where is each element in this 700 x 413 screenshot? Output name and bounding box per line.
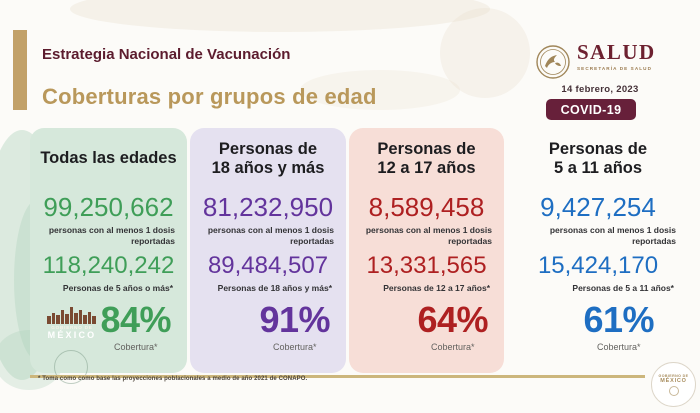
coverage-percent: 64%: [417, 299, 488, 340]
coverage-label: Cobertura*: [113, 341, 158, 352]
card-title-line1: Personas de: [548, 140, 648, 158]
salud-eagle-icon: [536, 45, 570, 79]
doses-label: personas con al menos 1 dosis reportadas: [48, 225, 175, 247]
population-count: 15,424,170: [537, 252, 659, 279]
doses-count: 9,427,254: [540, 192, 656, 222]
card-title: Personas de 5 a 11 años: [508, 140, 688, 179]
footnote: * Toma como como base las proyecciones p…: [38, 375, 308, 382]
population-count: 118,240,242: [42, 252, 175, 279]
card-5-a-11: Personas de 5 a 11 años 9,427,254 person…: [508, 128, 688, 373]
salud-brand: SALUD SECRETARÍA DE SALUD: [535, 42, 665, 80]
card-18-y-mas: Personas de 18 años y más 81,232,950 per…: [190, 128, 346, 373]
population-label: Personas de 12 a 17 años*: [383, 283, 490, 293]
card-title-line1: Todas las edades: [40, 149, 177, 167]
top-beige-watermark: [440, 8, 530, 98]
gobierno-de-mexico-logo: GOBIERNO DE MÉXICO: [40, 306, 104, 340]
page-title: Coberturas por grupos de edad: [42, 84, 377, 109]
seal-watermark-icon: [54, 350, 88, 384]
card-title-line1: Personas de: [377, 140, 476, 158]
coverage-percent: 84%: [100, 299, 171, 340]
doses-label: personas con al menos 1 dosis reportadas: [207, 225, 334, 247]
population-count: 13,331,565: [366, 252, 487, 279]
slide-kicker: Estrategia Nacional de Vacunación: [42, 46, 291, 63]
gobierno-corner-seal-icon: GOBIERNO DE MÉXICO: [651, 362, 696, 407]
population-label: Personas de 5 años o más*: [62, 283, 173, 293]
covid19-badge: COVID-19: [546, 99, 636, 120]
card-title-line2: 18 años y más: [211, 159, 325, 178]
top-beige-watermark: [70, 0, 490, 32]
salud-subtitle: SECRETARÍA DE SALUD: [577, 66, 653, 71]
coverage-label: Cobertura*: [272, 341, 317, 352]
coverage-label: Cobertura*: [430, 341, 475, 352]
population-label: Personas de 5 a 11 años*: [572, 283, 674, 293]
card-todas-las-edades: Todas las edades 99,250,662 personas con…: [30, 128, 187, 384]
card-title: Personas de 12 a 17 años: [349, 140, 504, 179]
report-date: 14 febrero, 2023: [561, 84, 639, 95]
card-title-line2: 12 a 17 años: [377, 159, 476, 178]
doses-count: 81,232,950: [202, 192, 334, 222]
card-title-line2: 5 a 11 años: [553, 159, 643, 178]
salud-wordmark: SALUD: [577, 40, 656, 64]
footer-gold-line: [30, 375, 645, 378]
coverage-label: Cobertura*: [596, 341, 641, 352]
population-label: Personas de 18 años y más*: [217, 283, 332, 293]
doses-label: personas con al menos 1 dosis reportadas: [549, 225, 676, 247]
card-title: Personas de 18 años y más: [190, 140, 346, 179]
doses-count: 8,589,458: [368, 192, 485, 222]
population-count: 89,484,507: [207, 252, 329, 279]
doses-label: personas con al menos 1 dosis reportadas: [365, 225, 492, 247]
coverage-percent: 61%: [583, 299, 654, 340]
gold-accent-bar: [13, 30, 27, 110]
card-title: Todas las edades: [30, 149, 187, 168]
seal-ring-icon: [668, 385, 679, 396]
gobierno-skyline-icon: [47, 307, 96, 324]
card-title-line1: Personas de: [218, 140, 318, 158]
doses-count: 99,250,662: [43, 192, 174, 222]
coverage-percent: 91%: [259, 299, 330, 340]
card-12-a-17: Personas de 12 a 17 años 8,589,458 perso…: [349, 128, 504, 373]
